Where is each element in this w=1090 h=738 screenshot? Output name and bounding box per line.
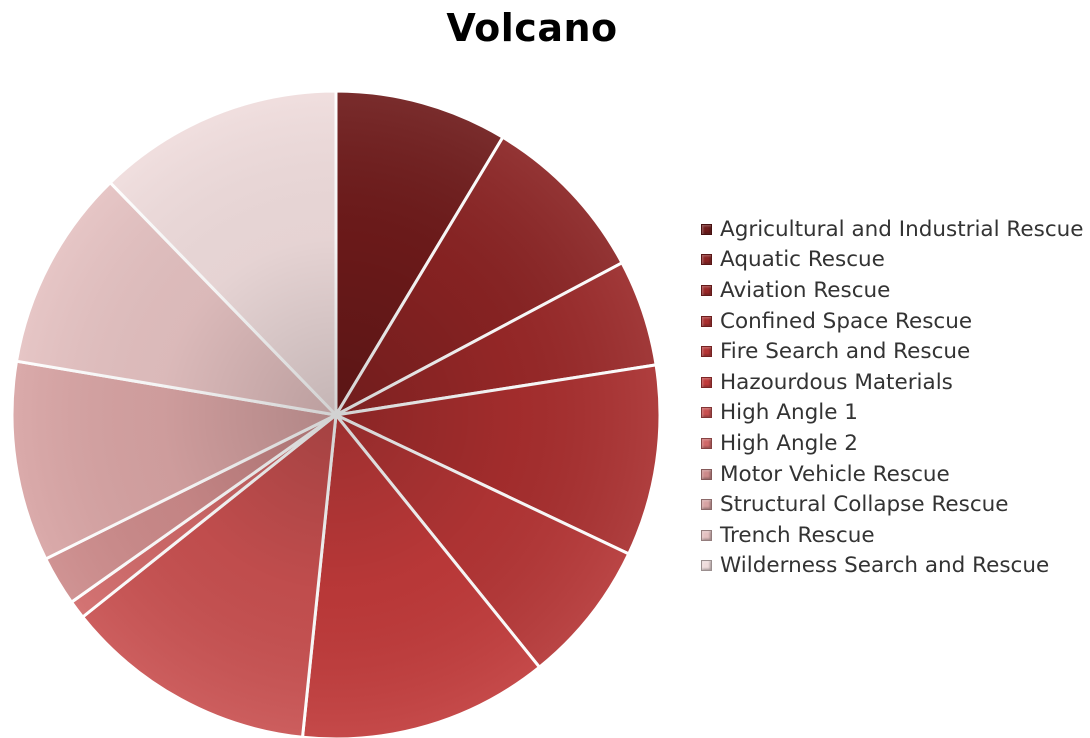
legend-swatch [701, 407, 712, 419]
legend-swatch [701, 560, 712, 572]
pie-slices [10, 89, 662, 738]
legend-item-structural-collapse-rescue: Structural Collapse Rescue [701, 489, 1084, 520]
legend-item-aquatic-rescue: Aquatic Rescue [701, 245, 1084, 276]
legend-label: High Angle 1 [720, 400, 858, 426]
legend-label: High Angle 2 [720, 430, 858, 456]
legend-item-motor-vehicle-rescue: Motor Vehicle Rescue [701, 459, 1084, 490]
legend-item-high-angle-2: High Angle 2 [701, 428, 1084, 459]
legend-swatch [701, 376, 712, 388]
legend-item-confined-space-rescue: Confined Space Rescue [701, 306, 1084, 337]
legend-label: Trench Rescue [720, 522, 875, 548]
legend-label: Motor Vehicle Rescue [720, 461, 950, 487]
legend-item-aviation-rescue: Aviation Rescue [701, 275, 1084, 306]
legend: Agricultural and Industrial Rescue Aquati… [701, 214, 1084, 581]
legend-swatch [701, 346, 712, 358]
legend-label: Confined Space Rescue [720, 308, 973, 334]
legend-swatch [701, 499, 712, 511]
legend-item-agricultural-and-industrial-rescue: Agricultural and Industrial Rescue [701, 214, 1084, 245]
legend-item-hazourdous-materials: Hazourdous Materials [701, 367, 1084, 398]
legend-label: Fire Search and Rescue [720, 339, 971, 365]
legend-swatch [701, 284, 712, 296]
legend-label: Structural Collapse Rescue [720, 492, 1009, 518]
legend-item-wilderness-search-and-rescue: Wilderness Search and Rescue [701, 551, 1084, 582]
legend-item-high-angle-1: High Angle 1 [701, 398, 1084, 429]
legend-label: Aviation Rescue [720, 277, 891, 303]
legend-swatch [701, 315, 712, 327]
legend-swatch [701, 468, 712, 480]
legend-item-fire-search-and-rescue: Fire Search and Rescue [701, 336, 1084, 367]
legend-swatch [701, 437, 712, 449]
legend-swatch [701, 223, 712, 235]
legend-label: Hazourdous Materials [720, 369, 953, 395]
legend-swatch [701, 254, 712, 266]
legend-label: Agricultural and Industrial Rescue [720, 216, 1084, 242]
legend-swatch [701, 529, 712, 541]
legend-item-trench-rescue: Trench Rescue [701, 520, 1084, 551]
legend-label: Aquatic Rescue [720, 247, 885, 273]
chart-title: Volcano [446, 6, 618, 50]
legend-label: Wilderness Search and Rescue [720, 553, 1050, 579]
